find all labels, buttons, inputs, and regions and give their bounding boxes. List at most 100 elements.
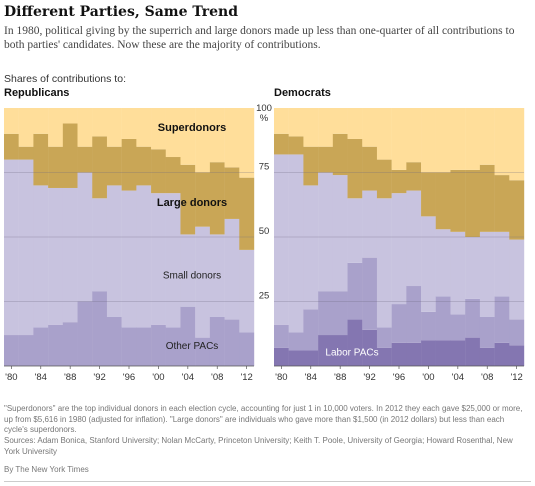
x-tick-label: '04 bbox=[182, 372, 194, 383]
x-tick-label: '00 bbox=[152, 372, 164, 383]
bar-dem-1982-s1 bbox=[288, 136, 304, 155]
bar-dem-2004-s4 bbox=[450, 340, 466, 366]
definition-note: "Superdonors" are the top individual don… bbox=[4, 404, 523, 434]
bar-dem-1988-s1 bbox=[332, 133, 348, 176]
bar-dem-1990-s2 bbox=[347, 198, 363, 263]
bar-dem-1992-s0 bbox=[362, 108, 378, 147]
bar-dem-1996-s3 bbox=[391, 304, 407, 343]
x-tick-label: '12 bbox=[240, 372, 252, 383]
bar-rep-1988-s3 bbox=[62, 322, 78, 366]
bar-rep-2004-s1 bbox=[180, 164, 196, 235]
bar-dem-2002-s2 bbox=[435, 229, 451, 297]
x-tick-label: '04 bbox=[452, 372, 464, 383]
y-tick-label: 25 bbox=[259, 291, 270, 302]
x-tick-label: '80 bbox=[275, 372, 287, 383]
bar-rep-2010-s1 bbox=[224, 167, 240, 219]
bar-rep-1998-s2 bbox=[136, 185, 152, 328]
bar-dem-2012-s4 bbox=[509, 345, 525, 366]
bar-rep-1984-s2 bbox=[33, 185, 49, 328]
bar-rep-1998-s1 bbox=[136, 146, 152, 186]
bar-dem-1992-s3 bbox=[362, 257, 378, 330]
bar-rep-1990-s0 bbox=[77, 108, 93, 147]
series-label-small-donors: Small donors bbox=[163, 270, 221, 281]
bar-dem-2010-s4 bbox=[494, 342, 510, 366]
bar-rep-1992-s3 bbox=[92, 291, 108, 366]
bar-rep-2002-s2 bbox=[165, 193, 181, 328]
bar-dem-2010-s0 bbox=[494, 108, 510, 176]
bar-dem-1990-s4 bbox=[347, 319, 363, 366]
bar-dem-2012-s2 bbox=[509, 239, 525, 320]
bar-rep-2002-s3 bbox=[165, 327, 181, 366]
series-label-superdonors: Superdonors bbox=[158, 122, 226, 134]
series-label-labor-pacs: Labor PACs bbox=[325, 348, 378, 359]
x-tick-label: '00 bbox=[422, 372, 434, 383]
bar-dem-2008-s1 bbox=[479, 164, 495, 232]
bar-dem-1994-s4 bbox=[376, 347, 392, 366]
bar-rep-1980-s3 bbox=[4, 335, 19, 366]
bar-rep-1996-s0 bbox=[121, 108, 137, 139]
x-tick-label: '08 bbox=[481, 372, 493, 383]
bar-dem-1986-s0 bbox=[318, 108, 334, 147]
bar-dem-1998-s2 bbox=[406, 190, 422, 287]
x-tick-label: '80 bbox=[5, 372, 17, 383]
bar-dem-2006-s2 bbox=[465, 237, 481, 299]
bar-dem-1994-s3 bbox=[376, 327, 392, 348]
bar-dem-1998-s1 bbox=[406, 162, 422, 191]
x-tick-label: '08 bbox=[211, 372, 223, 383]
bar-dem-2004-s0 bbox=[450, 108, 466, 170]
bar-dem-2006-s3 bbox=[465, 298, 481, 338]
bar-dem-2012-s3 bbox=[509, 319, 525, 346]
bar-rep-1980-s0 bbox=[4, 108, 19, 134]
bar-dem-2000-s0 bbox=[421, 108, 436, 173]
bar-dem-2010-s2 bbox=[494, 231, 510, 297]
bar-rep-1998-s3 bbox=[136, 327, 152, 366]
bar-dem-2012-s1 bbox=[509, 180, 525, 240]
bar-dem-1984-s0 bbox=[303, 108, 319, 147]
x-tick-label: '88 bbox=[64, 372, 76, 383]
bar-rep-1982-s2 bbox=[18, 159, 34, 336]
bar-dem-1994-s2 bbox=[376, 198, 392, 328]
series-label-other-pacs: Other PACs bbox=[166, 341, 219, 352]
bar-rep-2010-s0 bbox=[224, 108, 240, 168]
bar-dem-2004-s2 bbox=[450, 231, 466, 315]
bar-rep-1992-s1 bbox=[92, 136, 108, 199]
x-tick-label: '96 bbox=[393, 372, 405, 383]
bar-rep-2004-s2 bbox=[180, 234, 196, 307]
bar-rep-2008-s2 bbox=[209, 234, 225, 317]
bar-rep-1992-s0 bbox=[92, 108, 108, 137]
bar-dem-1998-s0 bbox=[406, 108, 422, 163]
bar-dem-1982-s3 bbox=[288, 332, 304, 351]
bar-rep-1994-s3 bbox=[106, 316, 122, 366]
bar-dem-1980-s2 bbox=[274, 154, 289, 325]
bar-rep-1984-s1 bbox=[33, 133, 49, 186]
bar-dem-2000-s4 bbox=[421, 340, 436, 366]
panel-title-democrats: Democrats bbox=[274, 87, 331, 99]
x-tick-label: '84 bbox=[305, 372, 317, 383]
chart-title: Different Parties, Same Trend bbox=[4, 4, 239, 20]
bar-rep-2000-s2 bbox=[151, 193, 166, 325]
bar-dem-1980-s1 bbox=[274, 133, 289, 155]
bar-rep-2012-s3 bbox=[239, 332, 255, 366]
bar-dem-1988-s4 bbox=[332, 335, 348, 366]
bar-rep-2012-s1 bbox=[239, 177, 255, 250]
y-tick-label: 50 bbox=[259, 226, 270, 237]
bar-dem-2002-s1 bbox=[435, 172, 451, 230]
bar-rep-2010-s3 bbox=[224, 319, 240, 366]
bar-dem-2012-s0 bbox=[509, 108, 525, 181]
y-tick-label: % bbox=[260, 113, 269, 124]
bar-rep-2000-s1 bbox=[151, 149, 166, 194]
bar-rep-1990-s1 bbox=[77, 146, 93, 173]
bar-rep-1994-s0 bbox=[106, 108, 122, 147]
bar-rep-2000-s3 bbox=[151, 324, 166, 366]
bar-dem-2002-s0 bbox=[435, 108, 451, 173]
bar-dem-1992-s1 bbox=[362, 146, 378, 191]
bar-dem-1980-s4 bbox=[274, 347, 289, 366]
bar-rep-1992-s2 bbox=[92, 198, 108, 292]
bar-dem-2006-s4 bbox=[465, 337, 481, 366]
bar-rep-2006-s2 bbox=[195, 226, 211, 338]
bar-rep-2006-s0 bbox=[195, 108, 211, 173]
bar-dem-1982-s4 bbox=[288, 350, 304, 366]
bar-rep-1998-s0 bbox=[136, 108, 152, 147]
bar-dem-1986-s2 bbox=[318, 172, 334, 292]
bar-dem-2002-s3 bbox=[435, 296, 451, 341]
